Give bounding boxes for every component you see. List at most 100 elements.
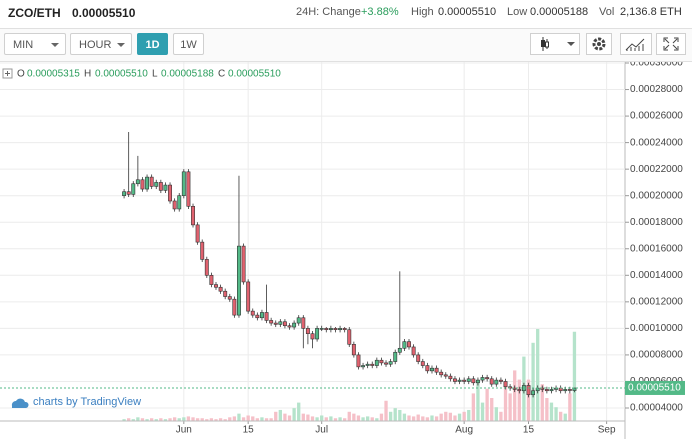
- candle-body: [191, 206, 195, 226]
- y-tick-label: 0.00016000: [630, 243, 683, 254]
- candle-body: [319, 328, 324, 330]
- candle-body: [227, 296, 232, 300]
- gear-icon: [592, 37, 606, 51]
- candle-body: [567, 389, 572, 391]
- volume-bar: [127, 418, 131, 421]
- candle-body: [425, 365, 430, 372]
- candle-body: [264, 312, 269, 321]
- y-tick-label: 0.00022000: [630, 164, 683, 175]
- low: 0.00005188: [530, 6, 589, 18]
- volume-bar: [163, 419, 168, 421]
- candle-body: [278, 321, 283, 325]
- candle-body: [407, 341, 411, 348]
- settings-button[interactable]: [586, 33, 612, 55]
- hour-dropdown[interactable]: HOUR: [70, 33, 132, 55]
- day-button[interactable]: 1D: [137, 33, 168, 55]
- volume-bar: [306, 414, 310, 421]
- volume-bar: [131, 419, 135, 421]
- volume-bar: [439, 413, 443, 421]
- volume-bar: [140, 418, 145, 421]
- volume-bar: [448, 412, 453, 421]
- volume-bar: [379, 413, 384, 421]
- candle-body: [237, 245, 241, 316]
- candle-body: [462, 379, 467, 382]
- pair: ZCO/ETH: [8, 6, 61, 20]
- volume-bar: [352, 413, 356, 421]
- volume-bar: [476, 379, 480, 421]
- volume-bar: [283, 413, 287, 421]
- candle-body: [135, 179, 140, 185]
- toolbar: MIN HOUR 1D 1W: [0, 28, 692, 62]
- volume-bar: [402, 413, 407, 421]
- legend-l: 0.00005188: [161, 69, 214, 80]
- volume-bar: [490, 398, 494, 421]
- volume-bar: [462, 411, 466, 421]
- fullscreen-button[interactable]: [656, 33, 686, 55]
- volume-bar: [503, 384, 508, 421]
- candle-body: [370, 363, 375, 366]
- volume-bar: [494, 407, 498, 421]
- candle-body: [296, 317, 301, 324]
- volume-bar: [531, 342, 535, 421]
- watermark[interactable]: charts by TradingView: [33, 396, 141, 408]
- candle-body: [402, 341, 407, 349]
- volume-bar: [154, 419, 158, 421]
- candle-body: [218, 286, 223, 292]
- volume-bar: [186, 416, 191, 421]
- volume-bar: [182, 417, 186, 421]
- x-tick-label: 15: [243, 425, 255, 436]
- candle-body: [384, 362, 388, 365]
- last-price-box: [625, 380, 685, 395]
- volume-bar: [218, 418, 223, 421]
- volume-bar: [430, 415, 434, 421]
- volume-bar: [172, 417, 177, 421]
- y-tick-label: 0.00010000: [630, 323, 683, 334]
- volume-bar: [329, 416, 333, 421]
- volume-bar: [338, 417, 342, 421]
- volume-bar: [264, 418, 269, 421]
- volume-bar: [255, 418, 260, 421]
- candle-body: [223, 290, 228, 297]
- volume-bar: [545, 398, 549, 421]
- volume-bar: [508, 393, 512, 421]
- change: +3.88%: [361, 6, 399, 18]
- indicators-button[interactable]: [620, 33, 652, 55]
- volume-bar: [333, 418, 338, 421]
- candle-body: [282, 321, 287, 327]
- candle-body: [342, 328, 347, 331]
- candle-body: [356, 354, 361, 368]
- candle-body: [255, 314, 260, 319]
- volume-bar: [425, 417, 430, 421]
- x-tick-label: Sep: [598, 425, 616, 436]
- candle-body: [163, 184, 168, 191]
- chart-style-button[interactable]: [530, 33, 580, 55]
- volume-bar: [485, 388, 489, 421]
- volume-bar: [563, 413, 567, 421]
- candle-body: [512, 387, 517, 390]
- y-tick-label: 0.00028000: [630, 84, 683, 95]
- high-label: High: [411, 6, 434, 18]
- legend-h: 0.00005510: [95, 69, 148, 80]
- volume-bar: [554, 407, 558, 421]
- candle-body: [158, 182, 163, 191]
- y-tick-label: 0.00004000: [630, 403, 683, 414]
- candle-body: [351, 344, 356, 356]
- candle-body: [416, 354, 421, 362]
- volume-bar: [471, 393, 475, 421]
- week-button[interactable]: 1W: [173, 33, 204, 55]
- candle-body: [232, 298, 237, 316]
- candle-body: [250, 310, 255, 316]
- watermark-icon: [11, 398, 29, 408]
- volume-bar: [209, 418, 214, 421]
- indicator-icon: [625, 38, 645, 51]
- candle-body: [411, 346, 416, 356]
- candle-body: [305, 328, 310, 334]
- collapse-icon: [5, 71, 10, 76]
- volume-bar: [292, 408, 296, 421]
- volume-bar: [223, 419, 227, 421]
- candle-body: [241, 245, 246, 283]
- volume-bar: [145, 419, 149, 421]
- min-dropdown[interactable]: MIN: [4, 33, 66, 55]
- volume-bar: [150, 418, 154, 421]
